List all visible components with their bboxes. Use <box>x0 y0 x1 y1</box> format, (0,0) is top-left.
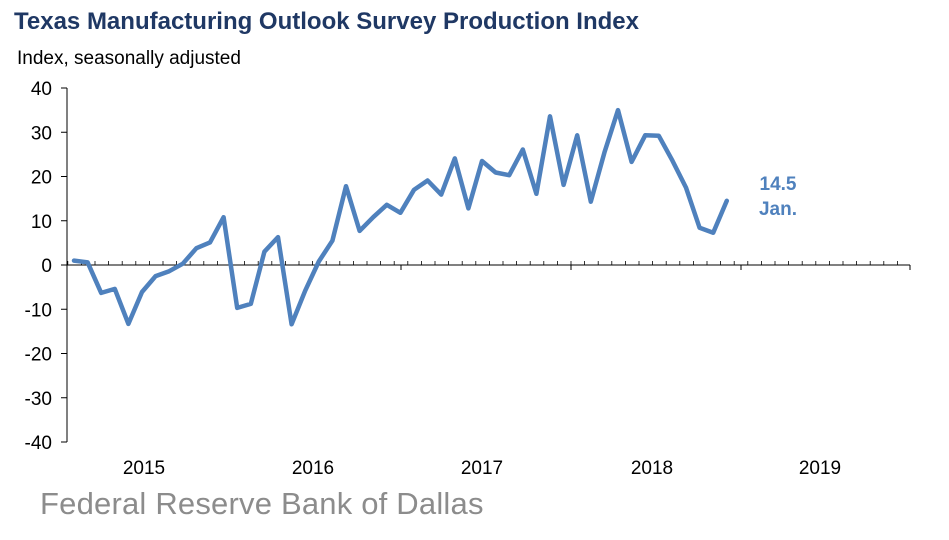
last-month-annotation: Jan. <box>759 199 797 220</box>
y-tick-label: -10 <box>25 300 52 321</box>
series-line <box>71 107 730 327</box>
y-tick-label: 10 <box>31 212 52 233</box>
axes <box>61 87 911 443</box>
y-tick-label: -30 <box>25 389 52 410</box>
y-tick-label: -20 <box>25 345 52 366</box>
y-axis-label: Index, seasonally adjusted <box>17 48 241 69</box>
chart-title: Texas Manufacturing Outlook Survey Produ… <box>14 8 639 35</box>
y-tick-label: 30 <box>31 123 52 144</box>
last-value-annotation: 14.5 <box>760 174 797 195</box>
y-tick-label: 40 <box>31 79 52 100</box>
x-tick-labels: 2015 2016 2017 2018 2019 <box>123 458 841 479</box>
annotations: 14.5 Jan. <box>759 174 797 220</box>
footer-source: Federal Reserve Bank of Dallas <box>40 486 484 521</box>
x-tick-label: 2016 <box>292 458 334 479</box>
x-tick-label: 2017 <box>461 458 503 479</box>
y-tick-label: 0 <box>41 256 52 277</box>
x-tick-label: 2015 <box>123 458 165 479</box>
y-tick-labels: 40 30 20 10 0 -10 -20 -30 -40 <box>25 79 52 454</box>
y-tick-label: 20 <box>31 168 52 189</box>
series-group <box>71 107 730 327</box>
y-tick-label: -40 <box>25 433 52 454</box>
x-tick-label: 2018 <box>631 458 673 479</box>
x-tick-label: 2019 <box>799 458 841 479</box>
